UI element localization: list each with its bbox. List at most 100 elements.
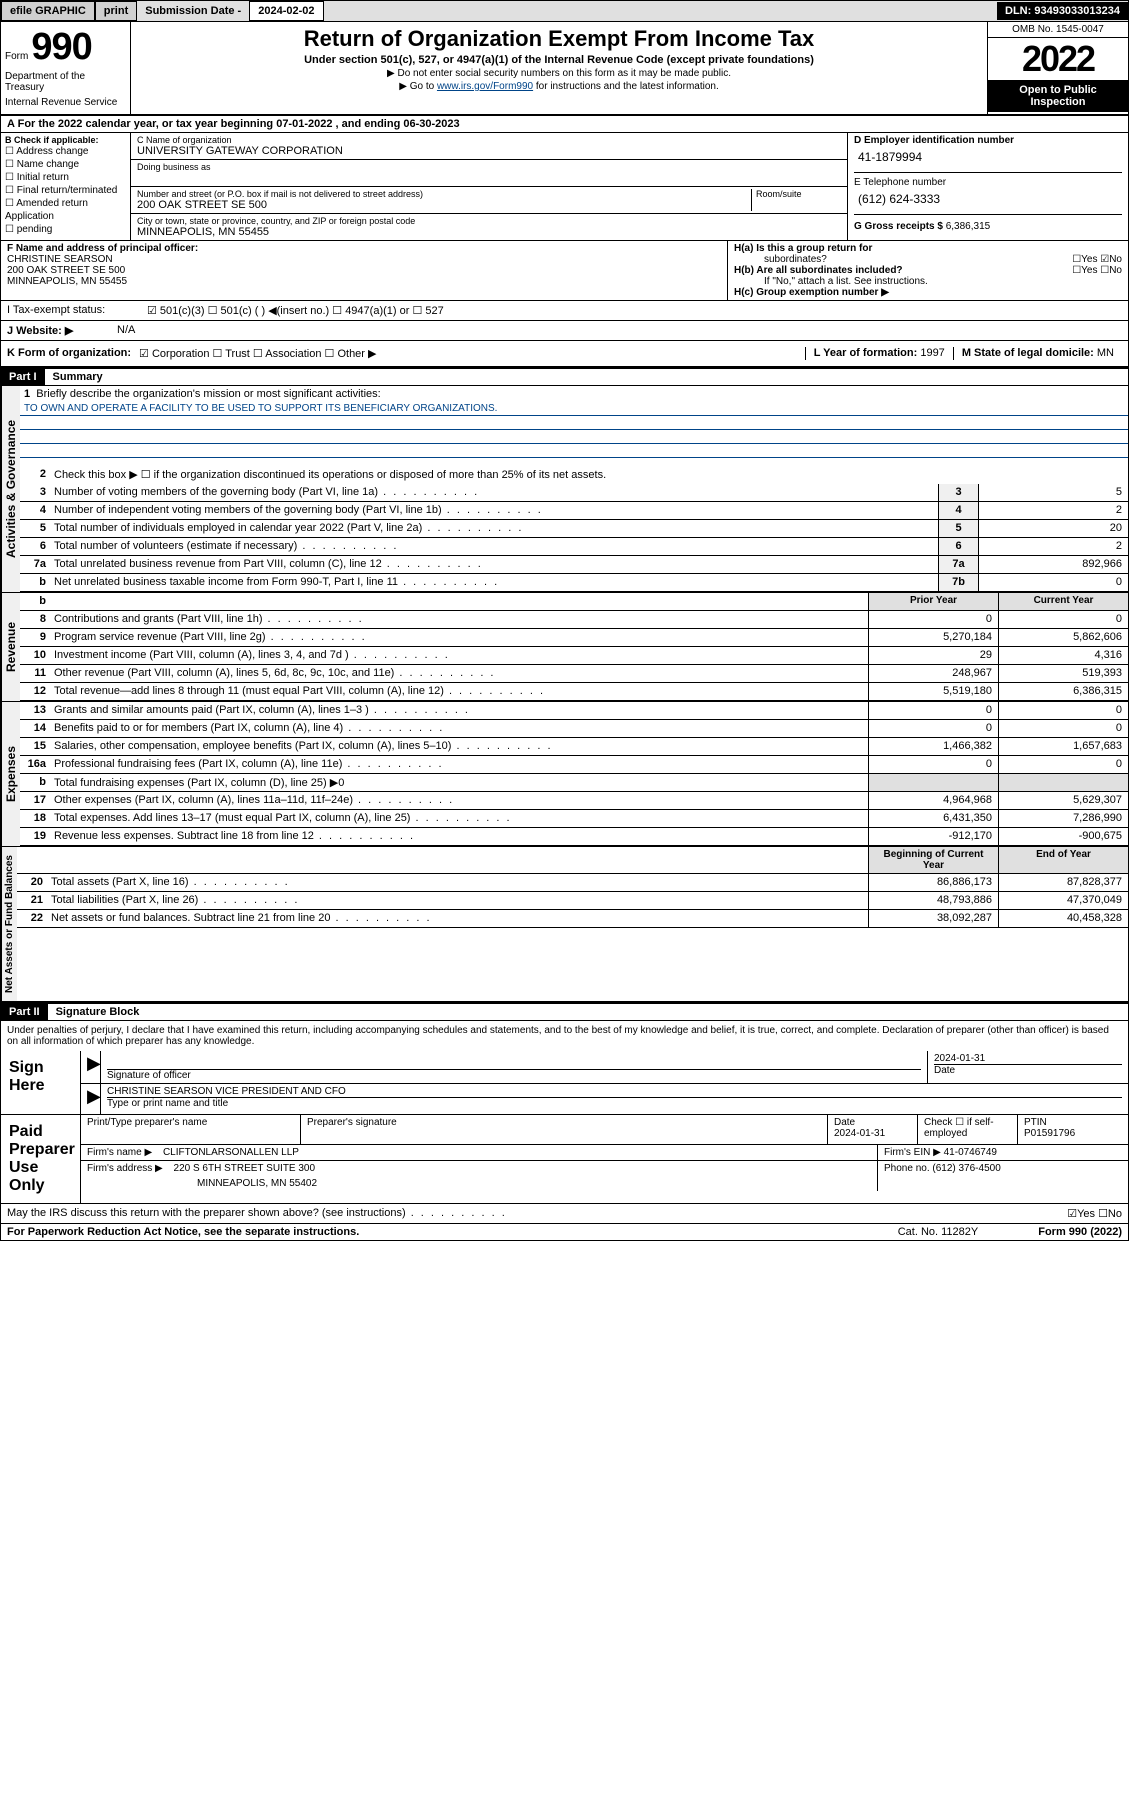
footer-form: Form 990 (2022) [1038, 1226, 1122, 1238]
expenses-block: Expenses 13 Grants and similar amounts p… [1, 702, 1128, 847]
f-label: F Name and address of principal officer: [7, 243, 721, 254]
prep-check-cell[interactable]: Check ☐ if self-employed [918, 1115, 1018, 1144]
net-hdr-blank2 [47, 847, 868, 873]
discuss-answer[interactable]: ☑Yes ☐No [972, 1207, 1122, 1220]
line18-current: 7,286,990 [998, 810, 1128, 827]
form-number: 990 [31, 26, 91, 68]
form-990-document: efile GRAPHIC print Submission Date - 20… [0, 0, 1129, 1241]
firm-addr1: 220 S 6TH STREET SUITE 300 [174, 1163, 316, 1174]
officer-name-cell: CHRISTINE SEARSON VICE PRESIDENT AND CFO… [101, 1084, 1128, 1114]
line14: 14 Benefits paid to or for members (Part… [20, 720, 1128, 738]
ha-answer[interactable]: ☐Yes ☑No [1072, 254, 1122, 265]
tax-year-text: For the 2022 calendar year, or tax year … [18, 118, 460, 130]
f-h-row: F Name and address of principal officer:… [1, 241, 1128, 301]
goto-label: ▶ Go to [399, 81, 437, 92]
line16a-num: 16a [20, 756, 50, 773]
line9-prior: 5,270,184 [868, 629, 998, 646]
line8-current: 0 [998, 611, 1128, 628]
firm-phone-cell: Phone no. (612) 376-4500 [878, 1161, 1128, 1191]
ein-label: D Employer identification number [854, 135, 1122, 146]
sign-here-block: Sign Here ▶ Signature of officer 2024-01… [1, 1051, 1128, 1115]
col-b-label: B Check if applicable: [5, 135, 126, 145]
line20-current: 87,828,377 [998, 874, 1128, 891]
phone-value: (612) 376-4500 [932, 1163, 1000, 1174]
officer-sig-cell[interactable]: Signature of officer [101, 1051, 928, 1083]
city-label: City or town, state or province, country… [137, 216, 841, 226]
hb-answer[interactable]: ☐Yes ☐No [1072, 265, 1122, 276]
line22-text: Net assets or fund balances. Subtract li… [47, 910, 868, 927]
irs-link[interactable]: www.irs.gov/Form990 [437, 81, 533, 92]
line14-num: 14 [20, 720, 50, 737]
chk-name[interactable]: ☐ Name change [5, 158, 126, 171]
col-d: D Employer identification number 41-1879… [848, 133, 1128, 240]
prep-sig-cell[interactable]: Preparer's signature [301, 1115, 828, 1144]
paid-preparer-block: Paid Preparer Use Only Print/Type prepar… [1, 1115, 1128, 1204]
line3-num: 3 [20, 484, 50, 501]
footer: For Paperwork Reduction Act Notice, see … [1, 1224, 1128, 1240]
net-assets-label: Net Assets or Fund Balances [1, 847, 17, 1001]
line20: 20 Total assets (Part X, line 16) 86,886… [17, 874, 1128, 892]
i-opts[interactable]: ☑ 501(c)(3) ☐ 501(c) ( ) ◀(insert no.) ☐… [147, 304, 444, 317]
room-label: Room/suite [756, 189, 841, 199]
chk-final[interactable]: ☐ Final return/terminated [5, 184, 126, 197]
lineb: b Net unrelated business taxable income … [20, 574, 1128, 592]
line8-prior: 0 [868, 611, 998, 628]
line11-prior: 248,967 [868, 665, 998, 682]
dba-row: Doing business as [131, 160, 847, 187]
sign-date: 2024-01-31 [934, 1053, 1122, 1064]
line5-cell: 5 [938, 520, 978, 537]
line1-label: 1 Briefly describe the organization's mi… [20, 386, 1128, 402]
chk-initial[interactable]: ☐ Initial return [5, 171, 126, 184]
sign-date-cell: 2024-01-31 Date [928, 1051, 1128, 1083]
ptin-label: PTIN [1024, 1117, 1122, 1128]
governance-block: Activities & Governance 1 Briefly descri… [1, 386, 1128, 593]
goto-suffix: for instructions and the latest informat… [533, 81, 719, 92]
m-value: MN [1097, 347, 1114, 359]
line19-prior: -912,170 [868, 828, 998, 845]
prep-print-label: Print/Type preparer's name [87, 1117, 294, 1128]
line3-text: Number of voting members of the governin… [50, 484, 938, 501]
line19: 19 Revenue less expenses. Subtract line … [20, 828, 1128, 846]
line13-current: 0 [998, 702, 1128, 719]
line9-num: 9 [20, 629, 50, 646]
date-label: Date [934, 1064, 1122, 1076]
form-subtitle: Under section 501(c), 527, or 4947(a)(1)… [135, 54, 983, 66]
line8-text: Contributions and grants (Part VIII, lin… [50, 611, 868, 628]
firm-label: Firm's name ▶ [87, 1147, 152, 1158]
line3-cell: 3 [938, 484, 978, 501]
lineb-val: 0 [978, 574, 1128, 591]
line13-num: 13 [20, 702, 50, 719]
line9: 9 Program service revenue (Part VIII, li… [20, 629, 1128, 647]
mission-text: TO OWN AND OPERATE A FACILITY TO BE USED… [20, 402, 1128, 416]
part1-badge: Part I [1, 369, 45, 385]
governance-label: Activities & Governance [1, 386, 20, 592]
f-addr2: MINNEAPOLIS, MN 55455 [7, 276, 721, 287]
prep-sig-label: Preparer's signature [307, 1117, 821, 1128]
line7a-val: 892,966 [978, 556, 1128, 573]
line9-text: Program service revenue (Part VIII, line… [50, 629, 868, 646]
omb-number: OMB No. 1545-0047 [988, 22, 1128, 38]
line7a: 7a Total unrelated business revenue from… [20, 556, 1128, 574]
sign-arrow2: ▶ [81, 1084, 101, 1114]
print-button[interactable]: print [95, 1, 137, 21]
line18-num: 18 [20, 810, 50, 827]
tel-value: (612) 624-3333 [854, 188, 1122, 210]
efile-button[interactable]: efile GRAPHIC [1, 1, 95, 21]
prior-year-hdr: Prior Year [868, 593, 998, 610]
part2-badge: Part II [1, 1004, 48, 1020]
footer-left: For Paperwork Reduction Act Notice, see … [7, 1226, 359, 1238]
chk-amended[interactable]: ☐ Amended return [5, 197, 126, 210]
part2-title: Signature Block [48, 1004, 148, 1020]
line11-current: 519,393 [998, 665, 1128, 682]
col-c: C Name of organization UNIVERSITY GATEWA… [131, 133, 848, 240]
org-name-row: C Name of organization UNIVERSITY GATEWA… [131, 133, 847, 160]
addr-row: Number and street (or P.O. box if mail i… [131, 187, 847, 214]
rev-header: b Prior Year Current Year [20, 593, 1128, 611]
line10-num: 10 [20, 647, 50, 664]
net-hdr-blank1 [17, 847, 47, 873]
k-opts[interactable]: ☑ Corporation ☐ Trust ☐ Association ☐ Ot… [139, 347, 376, 360]
f-name: CHRISTINE SEARSON [7, 254, 721, 265]
chk-app2[interactable]: ☐ pending [5, 223, 126, 236]
chk-addr[interactable]: ☐ Address change [5, 145, 126, 158]
line8-num: 8 [20, 611, 50, 628]
